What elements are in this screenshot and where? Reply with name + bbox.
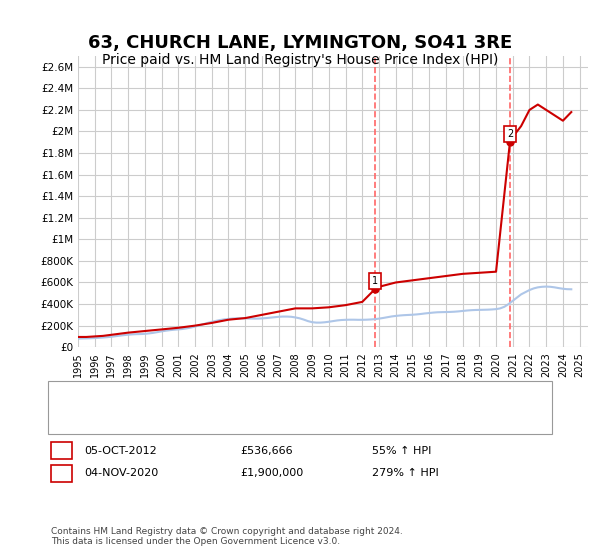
Text: HPI: Average price, detached house, New Forest: HPI: Average price, detached house, New … (108, 416, 359, 426)
Text: 279% ↑ HPI: 279% ↑ HPI (372, 468, 439, 478)
Text: Price paid vs. HM Land Registry's House Price Index (HPI): Price paid vs. HM Land Registry's House … (102, 53, 498, 67)
Text: £536,666: £536,666 (240, 446, 293, 456)
Text: 55% ↑ HPI: 55% ↑ HPI (372, 446, 431, 456)
Text: 63, CHURCH LANE, LYMINGTON, SO41 3RE: 63, CHURCH LANE, LYMINGTON, SO41 3RE (88, 34, 512, 52)
Text: 2: 2 (507, 129, 513, 139)
Text: 1: 1 (372, 276, 378, 286)
Text: £1,900,000: £1,900,000 (240, 468, 303, 478)
Text: 05-OCT-2012: 05-OCT-2012 (84, 446, 157, 456)
Text: Contains HM Land Registry data © Crown copyright and database right 2024.
This d: Contains HM Land Registry data © Crown c… (51, 526, 403, 546)
Text: 63, CHURCH LANE, LYMINGTON, SO41 3RE (detached house): 63, CHURCH LANE, LYMINGTON, SO41 3RE (de… (108, 384, 423, 394)
Text: 2: 2 (58, 468, 65, 478)
Text: 1: 1 (58, 446, 65, 456)
Text: 04-NOV-2020: 04-NOV-2020 (84, 468, 158, 478)
